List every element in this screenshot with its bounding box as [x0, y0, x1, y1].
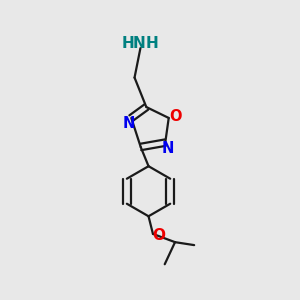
Text: N: N	[123, 116, 135, 131]
Text: H: H	[122, 36, 134, 51]
Text: H: H	[146, 36, 159, 51]
Text: N: N	[161, 141, 174, 156]
Text: O: O	[152, 228, 165, 243]
Text: N: N	[133, 36, 145, 51]
Text: O: O	[169, 109, 182, 124]
